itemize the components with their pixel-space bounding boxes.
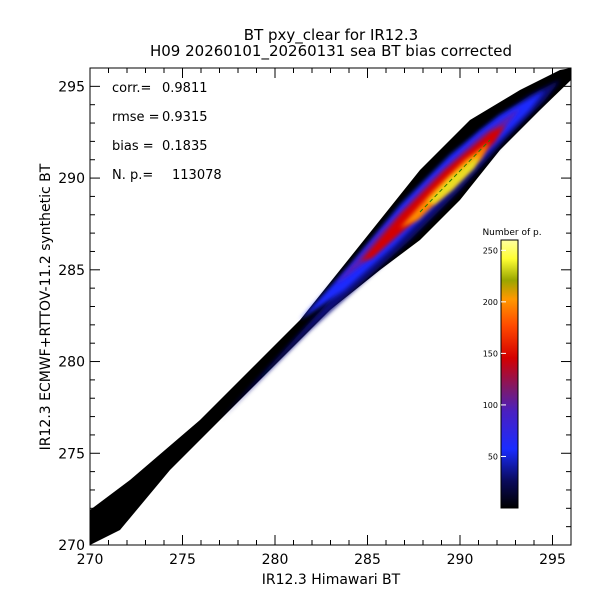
colorbar-tick-label: 250	[483, 246, 498, 255]
stat-label: N. p.=	[112, 168, 153, 183]
colorbar-title: Number of p.	[482, 228, 541, 238]
chart-title: BT pxy_clear for IR12.3	[244, 26, 418, 45]
x-tick-label: 295	[539, 552, 566, 568]
x-axis-label: IR12.3 Himawari BT	[262, 572, 401, 588]
y-axis: 270 275 280 285 290 295	[58, 67, 571, 554]
colorbar: Number of p. 50 100 150 200 250	[482, 228, 542, 509]
stat-value: 0.1835	[162, 139, 208, 154]
y-tick-label: 285	[58, 263, 85, 279]
colorbar-gradient	[500, 239, 519, 509]
y-tick-label: 270	[58, 538, 85, 554]
colorbar-tick-label: 50	[488, 452, 498, 461]
density-cloud	[90, 68, 571, 545]
chart-subtitle: H09 20260101_20260131 sea BT bias correc…	[150, 42, 512, 61]
stat-label: bias =	[112, 139, 154, 154]
stat-value: 113078	[172, 168, 222, 183]
stat-value: 0.9315	[162, 110, 208, 125]
y-tick-label: 295	[58, 79, 85, 95]
stat-value: 0.9811	[162, 81, 208, 96]
x-tick-label: 280	[262, 552, 289, 568]
x-tick-label: 290	[447, 552, 474, 568]
colorbar-tick-label: 150	[483, 349, 498, 358]
colorbar-ticks: 50 100 150 200 250	[483, 246, 506, 461]
y-tick-label: 280	[58, 355, 85, 371]
x-axis: 270 275 280 285 290 295	[77, 68, 572, 568]
colorbar-tick-label: 100	[483, 401, 498, 410]
stat-label: rmse =	[112, 110, 160, 125]
colorbar-tick-label: 200	[483, 298, 498, 307]
x-tick-label: 275	[169, 552, 196, 568]
y-axis-label: IR12.3 ECMWF+RTTOV-11.2 synthetic BT	[38, 163, 54, 450]
stat-label: corr.=	[112, 81, 151, 96]
density-layer-core	[428, 156, 480, 204]
x-tick-label: 270	[77, 552, 104, 568]
y-tick-label: 275	[58, 446, 85, 462]
one-to-one-line	[419, 139, 491, 213]
y-tick-label: 290	[58, 171, 85, 187]
x-tick-label: 285	[354, 552, 381, 568]
